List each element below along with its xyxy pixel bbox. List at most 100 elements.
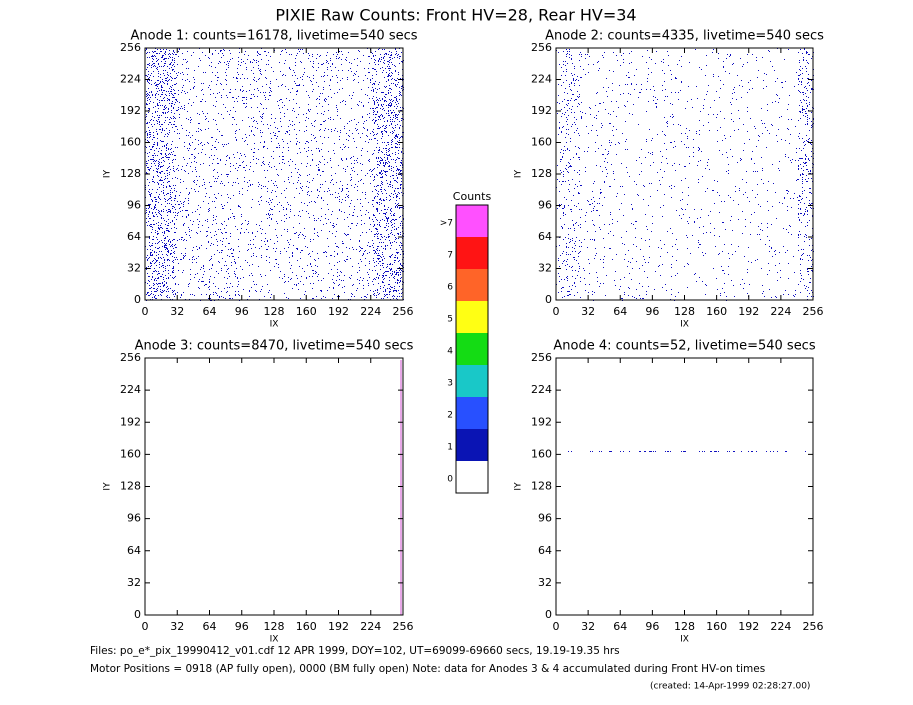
x-tick-label: 64: [203, 620, 217, 633]
panel-title: Anode 4: counts=52, livetime=540 secs: [553, 339, 815, 354]
y-axis-label: IY: [514, 169, 524, 178]
colorbar-label: 4: [447, 347, 453, 357]
y-tick-label: 0: [134, 293, 141, 306]
y-tick-label: 64: [127, 230, 141, 243]
y-tick-label: 32: [538, 576, 552, 589]
x-tick-label: 64: [613, 305, 627, 318]
y-tick-label: 192: [120, 415, 141, 428]
y-tick-label: 32: [538, 262, 552, 275]
x-tick-label: 192: [328, 620, 349, 633]
y-tick-label: 256: [120, 41, 141, 54]
y-tick-label: 192: [531, 415, 552, 428]
image-texture: [556, 48, 814, 301]
colorbar-label: 7: [447, 251, 453, 261]
x-tick-label: 32: [581, 305, 595, 318]
image-texture: [145, 48, 404, 301]
x-tick-label: 128: [674, 620, 695, 633]
footer-line: Motor Positions = 0918 (AP fully open), …: [90, 663, 765, 675]
x-axis-label: IX: [680, 635, 689, 645]
x-tick-label: 128: [674, 305, 695, 318]
y-tick-label: 128: [120, 167, 141, 180]
x-axis-label: IX: [270, 320, 279, 330]
colorbar-label: 5: [447, 315, 453, 325]
y-tick-label: 256: [531, 351, 552, 364]
x-tick-label: 192: [328, 305, 349, 318]
colorbar-label: 2: [447, 411, 453, 421]
x-tick-label: 32: [170, 305, 184, 318]
colorbar-cell: [456, 461, 488, 493]
colorbar-cell: [456, 301, 488, 333]
created-note: (created: 14-Apr-1999 02:28:27.00): [650, 682, 810, 692]
y-tick-label: 192: [120, 104, 141, 117]
y-tick-label: 0: [134, 608, 141, 621]
y-tick-label: 224: [120, 73, 141, 86]
x-tick-label: 192: [738, 620, 759, 633]
x-tick-label: 256: [393, 620, 414, 633]
x-tick-label: 224: [770, 305, 791, 318]
x-tick-label: 0: [142, 620, 149, 633]
x-tick-label: 128: [264, 620, 285, 633]
colorbar-label: 1: [447, 443, 453, 453]
y-tick-label: 64: [538, 230, 552, 243]
x-tick-label: 256: [803, 305, 824, 318]
y-tick-label: 0: [545, 293, 552, 306]
colorbar-label: 3: [447, 379, 453, 389]
x-tick-label: 160: [296, 305, 317, 318]
x-tick-label: 32: [581, 620, 595, 633]
footer-line: Files: po_e*_pix_19990412_v01.cdf 12 APR…: [90, 645, 620, 657]
x-tick-label: 96: [645, 620, 659, 633]
y-tick-label: 224: [531, 73, 552, 86]
x-tick-label: 224: [360, 620, 381, 633]
x-tick-label: 96: [235, 620, 249, 633]
x-tick-label: 0: [553, 305, 560, 318]
x-axis-label: IX: [270, 635, 279, 645]
x-tick-label: 0: [142, 305, 149, 318]
y-tick-label: 224: [120, 383, 141, 396]
x-tick-label: 0: [553, 620, 560, 633]
y-tick-label: 96: [538, 512, 552, 525]
x-tick-label: 64: [613, 620, 627, 633]
y-tick-label: 96: [127, 512, 141, 525]
y-tick-label: 128: [531, 480, 552, 493]
panel-title: Anode 2: counts=4335, livetime=540 secs: [545, 29, 824, 44]
panel-title: Anode 1: counts=16178, livetime=540 secs: [130, 29, 417, 44]
y-tick-label: 64: [538, 544, 552, 557]
colorbar-cell: [456, 237, 488, 269]
y-tick-label: 192: [531, 104, 552, 117]
colorbar-label: 0: [447, 475, 453, 485]
x-tick-label: 160: [706, 305, 727, 318]
y-tick-label: 160: [531, 447, 552, 460]
x-tick-label: 32: [170, 620, 184, 633]
colorbar-cell: [456, 205, 488, 237]
y-tick-label: 64: [127, 544, 141, 557]
x-tick-label: 224: [360, 305, 381, 318]
y-tick-label: 128: [120, 480, 141, 493]
y-tick-label: 224: [531, 383, 552, 396]
x-tick-label: 96: [645, 305, 659, 318]
y-tick-label: 160: [120, 447, 141, 460]
panel-title: Anode 3: counts=8470, livetime=540 secs: [135, 339, 414, 354]
x-tick-label: 96: [235, 305, 249, 318]
y-axis-label: IY: [103, 169, 113, 178]
image-texture: [568, 451, 806, 452]
x-tick-label: 64: [203, 305, 217, 318]
x-tick-label: 256: [393, 305, 414, 318]
y-tick-label: 0: [545, 608, 552, 621]
colorbar-cell: [456, 269, 488, 301]
y-tick-label: 128: [531, 167, 552, 180]
y-tick-label: 256: [120, 351, 141, 364]
y-tick-label: 32: [127, 262, 141, 275]
colorbar-cell: [456, 429, 488, 461]
x-tick-label: 192: [738, 305, 759, 318]
colorbar-label: >7: [440, 219, 453, 229]
y-axis-label: IY: [103, 482, 113, 491]
y-axis-label: IY: [514, 482, 524, 491]
colorbar-title: Counts: [453, 190, 492, 203]
colorbar-label: 6: [447, 283, 453, 293]
y-tick-label: 32: [127, 576, 141, 589]
y-tick-label: 160: [120, 136, 141, 149]
y-tick-label: 256: [531, 41, 552, 54]
plot-frame: [144, 357, 404, 616]
x-axis-label: IX: [680, 320, 689, 330]
